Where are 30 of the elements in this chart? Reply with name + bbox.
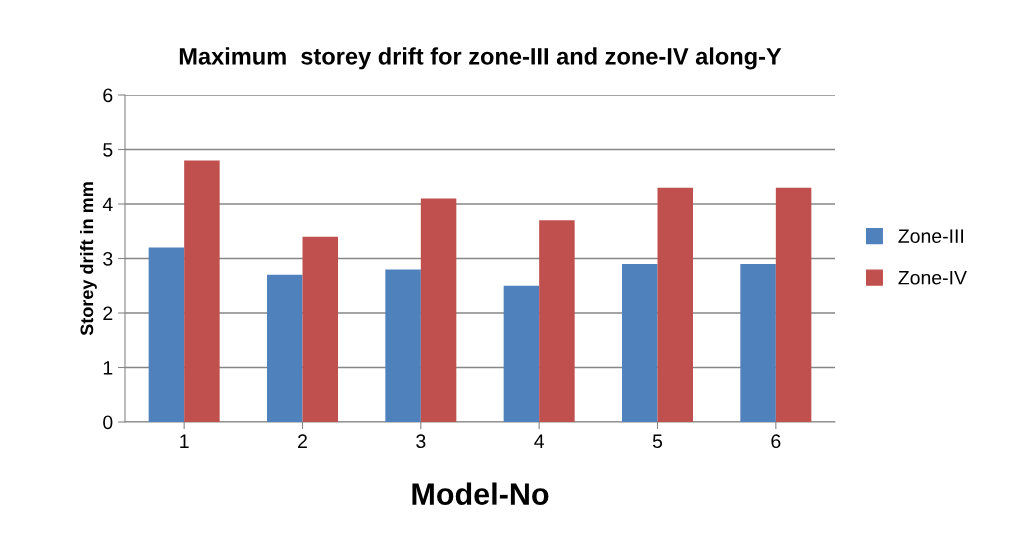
- bar: [503, 285, 540, 422]
- x-tick-label: 6: [771, 434, 781, 449]
- x-tick-label: 5: [652, 434, 663, 449]
- bar: [622, 263, 658, 422]
- bar: [539, 220, 575, 422]
- bar: [184, 160, 220, 422]
- bar: [267, 274, 303, 422]
- x-tick-label: 4: [534, 434, 545, 448]
- bar: [775, 187, 812, 422]
- y-tick-label: 3: [103, 251, 113, 266]
- y-tick-label: 6: [103, 88, 113, 103]
- x-tick-label: 2: [298, 434, 307, 448]
- x-tick-label: 1: [180, 434, 189, 448]
- bar: [148, 247, 185, 422]
- y-tick-label: 4: [102, 197, 113, 212]
- y-tick-label: 1: [103, 361, 113, 375]
- y-tick-label: 5: [103, 143, 113, 157]
- chart-title: Maximum storey drift for zone-III and zone-IV along-Y: [179, 47, 782, 70]
- legend-label: Zone-III: [898, 229, 964, 243]
- legend-label: Zone-IV: [898, 270, 967, 285]
- y-tick-label: 2: [103, 306, 113, 321]
- y-axis-title: Storey drift in mm: [79, 182, 97, 336]
- bar: [420, 198, 457, 422]
- x-axis-title: Model-No: [412, 482, 549, 505]
- bar: [740, 263, 776, 422]
- bar: [302, 236, 338, 422]
- bar: [385, 269, 421, 422]
- bar: [657, 187, 693, 422]
- x-tick-label: 3: [416, 434, 426, 449]
- y-tick-label: 0: [103, 415, 113, 430]
